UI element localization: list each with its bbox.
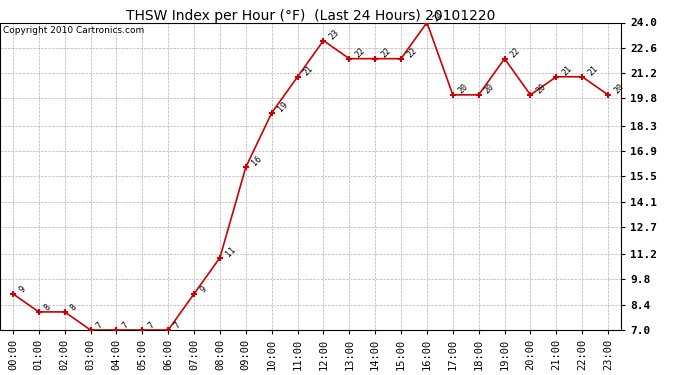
Text: THSW Index per Hour (°F)  (Last 24 Hours) 20101220: THSW Index per Hour (°F) (Last 24 Hours)… bbox=[126, 9, 495, 23]
Text: 7: 7 bbox=[172, 321, 182, 331]
Text: 21: 21 bbox=[586, 64, 600, 77]
Text: 21: 21 bbox=[302, 64, 315, 77]
Text: 7: 7 bbox=[146, 321, 157, 331]
Text: 9: 9 bbox=[198, 285, 208, 294]
Text: 22: 22 bbox=[509, 46, 522, 59]
Text: 21: 21 bbox=[560, 64, 574, 77]
Text: 22: 22 bbox=[405, 46, 419, 59]
Text: 22: 22 bbox=[380, 46, 393, 59]
Text: 8: 8 bbox=[43, 303, 53, 312]
Text: 20: 20 bbox=[535, 82, 548, 96]
Text: 20: 20 bbox=[457, 82, 471, 96]
Text: 9: 9 bbox=[17, 285, 27, 294]
Text: 11: 11 bbox=[224, 245, 237, 258]
Text: 7: 7 bbox=[95, 321, 105, 331]
Text: Copyright 2010 Cartronics.com: Copyright 2010 Cartronics.com bbox=[3, 26, 144, 34]
Text: 24: 24 bbox=[431, 10, 444, 23]
Text: 16: 16 bbox=[250, 154, 264, 168]
Text: 22: 22 bbox=[353, 46, 367, 59]
Text: 20: 20 bbox=[612, 82, 626, 96]
Text: 19: 19 bbox=[276, 100, 289, 114]
Text: 23: 23 bbox=[328, 28, 341, 41]
Text: 8: 8 bbox=[69, 303, 79, 312]
Text: 7: 7 bbox=[121, 321, 130, 331]
Text: 20: 20 bbox=[483, 82, 496, 96]
